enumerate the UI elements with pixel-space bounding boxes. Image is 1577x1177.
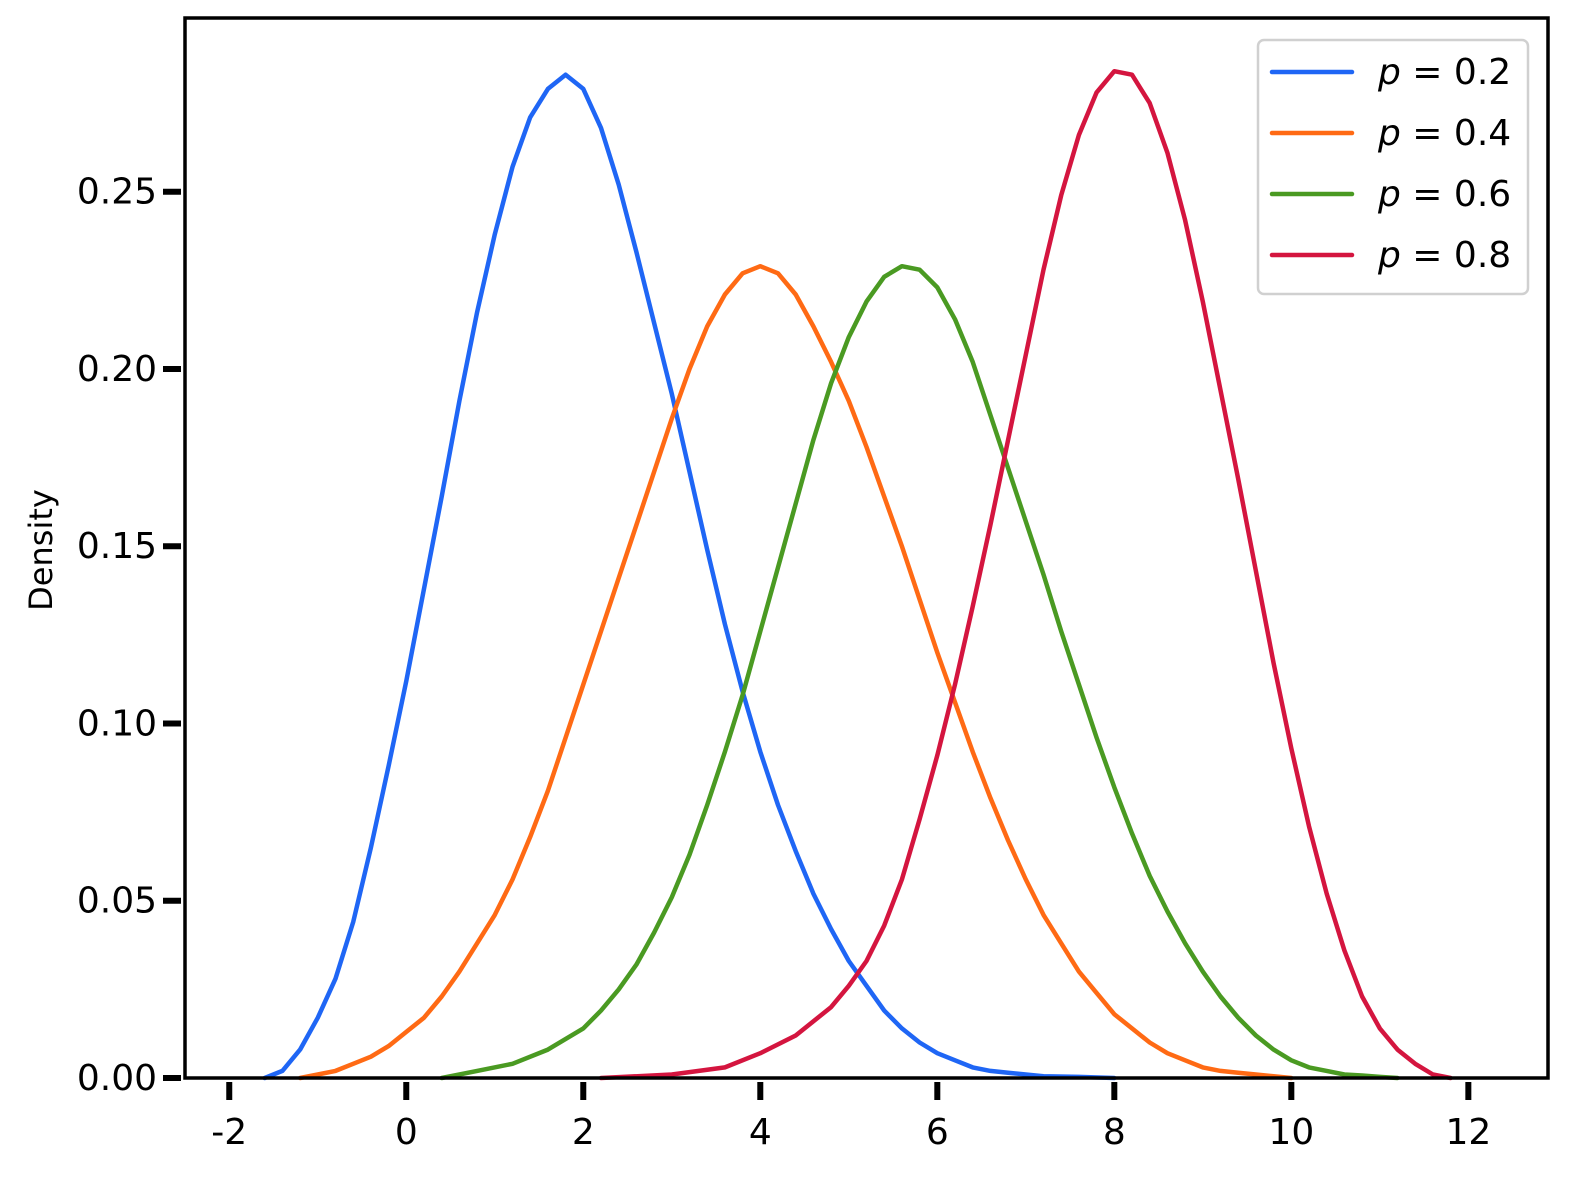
y-tick-label: 0.10 (77, 703, 157, 744)
legend-value: = 0.2 (1401, 52, 1511, 93)
y-tick-label: 0.15 (77, 526, 157, 567)
x-tick-label: -2 (211, 1112, 247, 1153)
y-tick-label: 0.00 (77, 1058, 157, 1099)
x-tick-label: 4 (749, 1112, 772, 1153)
series-line-4 (598, 68, 1453, 1081)
legend-variable: p (1377, 174, 1401, 215)
legend: p = 0.2p = 0.4p = 0.6p = 0.8 (1256, 38, 1530, 296)
y-axis-label: Density (22, 489, 60, 611)
plot-frame (183, 16, 1550, 1080)
y-tick-label: 0.05 (77, 881, 157, 922)
legend-box (1256, 38, 1530, 296)
legend-label: p = 0.6 (1377, 174, 1511, 215)
legend-value: = 0.6 (1401, 174, 1511, 215)
x-tick-label: 10 (1268, 1112, 1314, 1153)
x-axis: -2 0 2 4 6 8 10 12 (211, 1082, 1491, 1153)
series-line-1 (262, 72, 1117, 1081)
legend-variable: p (1377, 113, 1401, 154)
legend-variable: p (1377, 52, 1401, 93)
legend-value: = 0.8 (1401, 235, 1511, 276)
y-tick-label: 0.25 (77, 172, 157, 213)
x-tick-label: 2 (572, 1112, 595, 1153)
x-tick-label: 6 (926, 1112, 949, 1153)
x-tick-label: 12 (1445, 1112, 1491, 1153)
x-tick-label: 0 (395, 1112, 418, 1153)
legend-label: p = 0.4 (1377, 113, 1511, 154)
y-axis: 0.00 0.05 0.10 0.15 0.20 0.25 (77, 172, 181, 1099)
series-line-2 (297, 263, 1294, 1081)
legend-label: p = 0.8 (1377, 235, 1511, 276)
x-tick-label: 8 (1103, 1112, 1126, 1153)
legend-variable: p (1377, 235, 1401, 276)
series-line-3 (439, 263, 1400, 1081)
legend-value: = 0.4 (1401, 113, 1511, 154)
legend-label: p = 0.2 (1377, 52, 1511, 93)
y-tick-label: 0.20 (77, 349, 157, 390)
axes-frame (183, 16, 1550, 1080)
plot-area (262, 68, 1453, 1081)
